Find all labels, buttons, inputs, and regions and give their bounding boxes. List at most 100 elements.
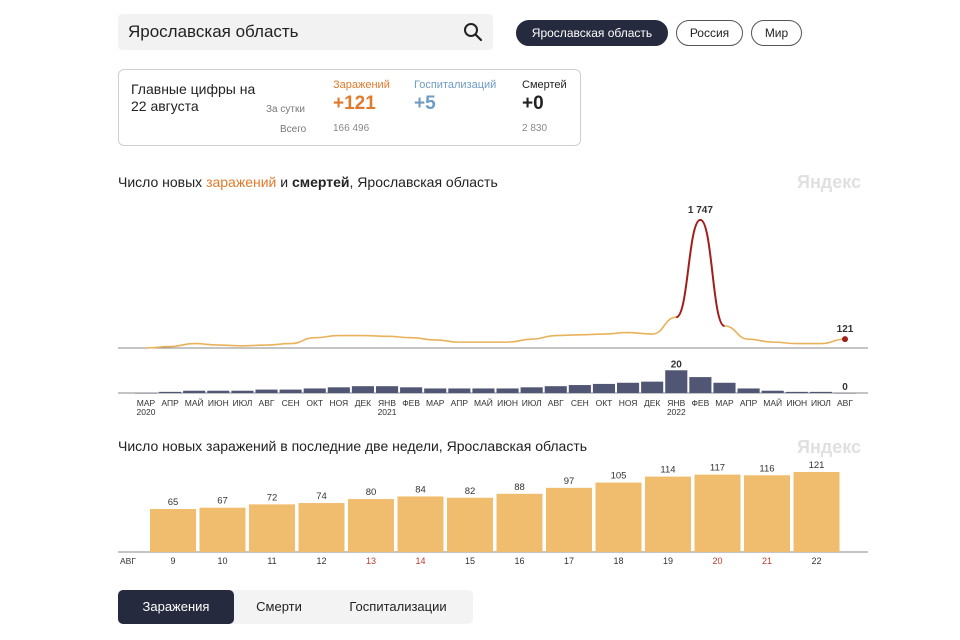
x-tick-label: ФЕВ — [691, 398, 709, 408]
bar-value-label: 80 — [366, 487, 377, 498]
bar — [546, 487, 592, 552]
x-tick-label: СЕН — [571, 398, 589, 408]
deaths-bar — [207, 390, 230, 393]
bar — [645, 476, 691, 552]
x-tick-label: МАЙ — [763, 397, 782, 408]
x-tick-label: НОЯ — [329, 398, 348, 408]
bar-value-label: 105 — [611, 471, 627, 482]
deaths-bar — [641, 381, 664, 393]
deaths-data-label: 20 — [671, 359, 683, 370]
deaths-bar — [785, 391, 808, 393]
region-pill-yaroslavl[interactable]: Ярославская область — [516, 20, 668, 46]
day-label: 13 — [366, 556, 376, 566]
bar — [744, 475, 790, 552]
x-tick-label: АВГ — [837, 398, 853, 408]
x-tick-label: НОЯ — [619, 398, 638, 408]
deaths-bar — [279, 389, 302, 393]
deaths-bar — [809, 391, 832, 393]
x-tick-label: АВГ — [548, 398, 564, 408]
x-tick-label: ФЕВ — [402, 398, 420, 408]
metric-total: 2 830 — [522, 123, 548, 134]
x-tick-label: МАЙ — [185, 397, 204, 408]
bar-value-label: 84 — [415, 484, 426, 495]
deaths-bar — [544, 386, 567, 393]
chart2-watermark: Яндекс — [797, 437, 862, 457]
metric-value: +5 — [414, 93, 436, 114]
bar-value-label: 74 — [316, 491, 327, 502]
bar — [150, 509, 196, 552]
x-tick-label: ИЮЛ — [811, 398, 831, 408]
year-label: 2021 — [378, 407, 397, 417]
per-day-label: За сутки — [266, 104, 305, 115]
chart1-title-mid: и — [276, 174, 292, 190]
chart1-title-post: , Ярославская область — [349, 174, 498, 190]
day-label: 16 — [514, 556, 524, 566]
day-label: 22 — [811, 556, 821, 566]
region-pill-russia[interactable]: Россия — [676, 20, 743, 46]
infections-peak-line — [675, 218, 726, 327]
search-input[interactable] — [128, 21, 448, 43]
deaths-bar — [472, 388, 495, 393]
bar-value-label: 65 — [168, 497, 179, 508]
deaths-bar — [231, 390, 254, 393]
deaths-bar — [134, 393, 158, 394]
search-icon[interactable] — [463, 22, 483, 42]
metric-label: Заражений — [333, 79, 390, 91]
x-tick-label: МАР — [426, 398, 445, 408]
bar — [496, 493, 543, 552]
day-label: 19 — [663, 556, 673, 566]
tab-deaths[interactable]: Смерти — [256, 599, 302, 614]
x-tick-label: АПР — [161, 398, 179, 408]
deaths-bar — [303, 388, 326, 393]
deaths-bar — [424, 388, 447, 393]
x-tick-label: АПР — [740, 398, 758, 408]
summary-card: Главные цифры на 22 августа За сутки Все… — [118, 69, 581, 146]
x-tick-label: МАР — [137, 398, 156, 408]
deaths-bar — [568, 385, 591, 393]
day-label: 10 — [217, 556, 227, 566]
x-tick-label: ДЕК — [644, 398, 660, 408]
two-week-chart: АВГ 65 9 67 10 72 11 74 12 80 13 84 14 82 15 88 16 97 17 10… — [118, 460, 868, 566]
day-label: 15 — [465, 556, 475, 566]
day-label: 20 — [712, 556, 722, 566]
x-tick-label: ОКТ — [306, 398, 323, 408]
chart1-title-deaths: смертей — [291, 174, 350, 190]
deaths-data-label: 0 — [842, 382, 848, 393]
deaths-bar — [689, 377, 712, 393]
day-label: 12 — [316, 556, 326, 566]
x-tick-label: ИЮН — [786, 398, 807, 408]
metric-deaths: Смертей +0 2 830 — [522, 79, 567, 134]
deaths-bar — [375, 386, 399, 393]
bar — [447, 497, 493, 552]
x-tick-label: ИЮЛ — [522, 398, 542, 408]
bar-value-label: 82 — [465, 486, 476, 497]
infections-data-label: 121 — [837, 324, 854, 335]
bar-value-label: 114 — [660, 465, 675, 476]
bar — [249, 504, 295, 552]
x-tick-label: ОКТ — [596, 398, 613, 408]
deaths-bar — [592, 383, 616, 393]
metric-tabs: Заражения Смерти Госпитализации — [118, 590, 473, 624]
x-tick-label: ЯНВ — [667, 398, 685, 408]
chart1-title-pre: Число новых — [118, 174, 207, 190]
bar-value-label: 72 — [267, 492, 278, 503]
metric-value: +121 — [333, 93, 376, 114]
summary-title: Главные цифры на 22 августа — [131, 81, 256, 114]
metric-value: +0 — [522, 93, 544, 114]
deaths-bar — [351, 386, 374, 393]
tab-hospitalizations[interactable]: Госпитализации — [349, 599, 447, 614]
chart1-title: Число новых заражений и смертей, Ярослав… — [118, 174, 498, 190]
metric-total: 166 496 — [333, 123, 370, 134]
x-tick-label: ДЕК — [355, 398, 371, 408]
tab-infections[interactable]: Заражения — [118, 590, 234, 624]
day-label: 18 — [613, 556, 623, 566]
year-label: 2020 — [137, 407, 156, 417]
infections-line — [145, 219, 846, 349]
bar — [298, 503, 345, 552]
deaths-bar — [665, 370, 688, 393]
bar — [793, 471, 840, 552]
day-label: 9 — [170, 556, 175, 566]
deaths-bar — [713, 382, 736, 393]
region-pill-world[interactable]: Мир — [751, 20, 802, 46]
